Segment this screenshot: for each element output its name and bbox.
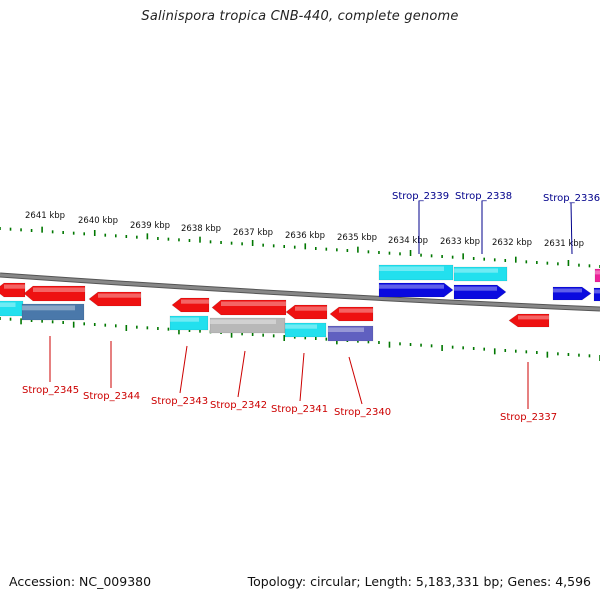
gene-highlight — [454, 286, 497, 291]
gene-feature — [378, 282, 454, 298]
gene-label: Strop_2341 — [271, 404, 328, 415]
genome-stats-text: Topology: circular; Length: 5,183,331 bp… — [247, 574, 591, 589]
gene-feature — [21, 303, 85, 321]
gene-label: Strop_2340 — [334, 407, 391, 418]
gene-label: Strop_2338 — [455, 191, 512, 202]
kbp-label: 2633 kbp — [440, 237, 480, 247]
label-connector — [299, 352, 305, 402]
gene-feature — [552, 286, 592, 301]
gene-feature — [23, 285, 86, 302]
gene-highlight — [221, 301, 286, 306]
gene-feature — [0, 282, 26, 298]
gene-highlight — [4, 284, 25, 289]
gene-label: Strop_2342 — [210, 400, 267, 411]
kbp-label: 2640 kbp — [78, 216, 118, 226]
gene-label: Strop_2337 — [500, 412, 557, 423]
label-connector — [570, 202, 573, 255]
gene-highlight — [595, 270, 600, 275]
gene-feature — [594, 268, 600, 283]
kbp-label: 2635 kbp — [337, 233, 377, 243]
kbp-label: 2632 kbp — [492, 238, 532, 248]
kbp-label: 2639 kbp — [130, 221, 170, 231]
accession-text: Accession: NC_009380 — [9, 574, 152, 589]
kbp-label: 2636 kbp — [285, 231, 325, 241]
gene-feature — [378, 264, 454, 281]
gene-feature — [88, 291, 142, 307]
gene-feature — [211, 299, 287, 316]
label-connector — [237, 350, 246, 398]
gene-feature — [169, 315, 209, 331]
gene-highlight — [553, 288, 582, 293]
gene-highlight — [379, 284, 444, 289]
gene-label: Strop_2344 — [83, 391, 140, 402]
gene-highlight — [518, 315, 549, 320]
gene-highlight — [33, 287, 85, 292]
diagram-title: Salinispora tropica CNB-440, complete ge… — [141, 9, 459, 24]
gene-highlight — [181, 299, 209, 304]
gene-feature — [329, 306, 374, 322]
gene-highlight — [295, 306, 327, 311]
gene-feature — [453, 266, 508, 282]
gene-highlight — [22, 305, 75, 311]
kbp-label: 2641 kbp — [25, 211, 65, 221]
gene-feature — [327, 325, 374, 342]
gene-highlight — [170, 317, 199, 322]
gene-feature — [453, 284, 507, 300]
gene-feature — [508, 313, 550, 328]
gene-highlight — [210, 319, 276, 324]
gene-feature — [285, 304, 328, 320]
gene-label: Strop_2339 — [392, 191, 449, 202]
gene-label: Strop_2343 — [151, 396, 208, 407]
gene-highlight — [0, 302, 16, 307]
label-connector — [179, 345, 188, 394]
gene-feature — [171, 297, 210, 313]
label-connector — [348, 356, 363, 405]
kbp-label: 2631 kbp — [544, 239, 584, 249]
gene-feature — [284, 322, 327, 338]
gene-highlight — [454, 268, 498, 273]
kbp-label: 2634 kbp — [388, 236, 428, 246]
gene-highlight — [98, 293, 141, 298]
kbp-label: 2638 kbp — [181, 224, 221, 234]
kbp-label: 2637 kbp — [233, 228, 273, 238]
backbone-line — [0, 273, 600, 311]
gene-highlight — [328, 327, 364, 332]
gene-highlight — [339, 308, 373, 313]
gene-highlight — [594, 289, 600, 294]
gene-feature — [593, 287, 600, 302]
gene-highlight — [285, 324, 317, 329]
gene-highlight — [379, 266, 444, 271]
gene-label: Strop_2336 — [543, 193, 600, 204]
gene-label: Strop_2345 — [22, 385, 79, 396]
